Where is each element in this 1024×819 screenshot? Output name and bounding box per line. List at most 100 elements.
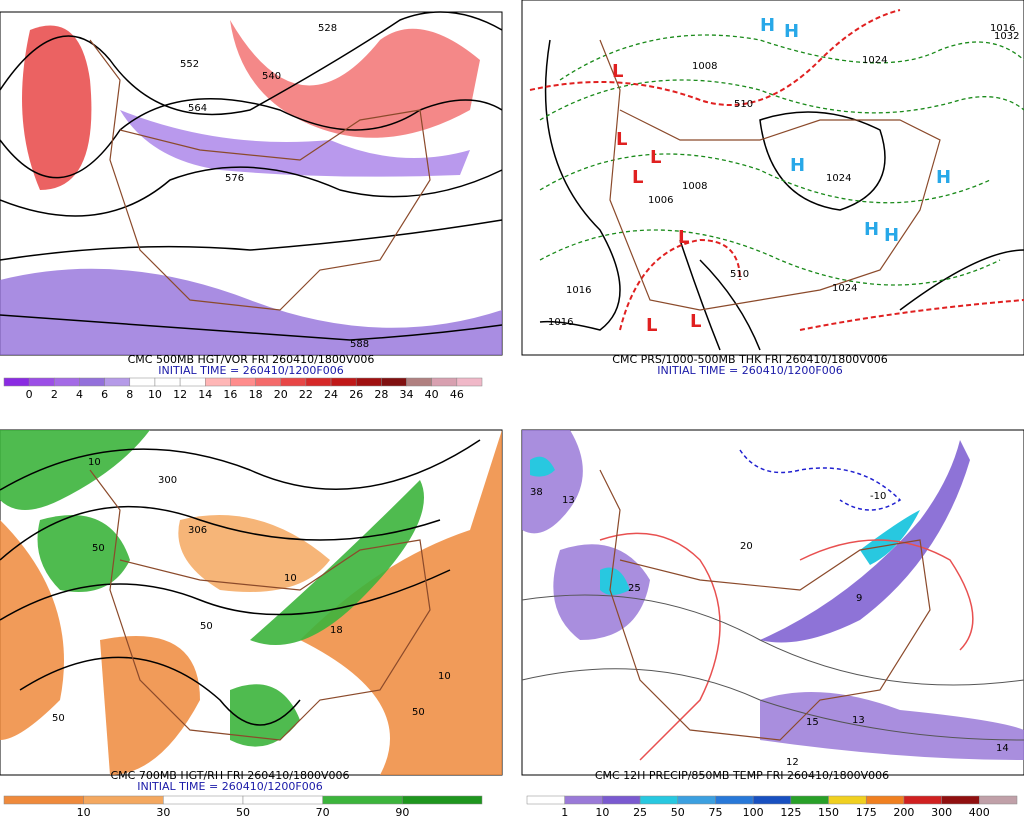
- contour-label: -10: [870, 491, 886, 502]
- contour-label: 1016: [548, 317, 573, 328]
- legend-label: 70: [316, 806, 330, 819]
- contour-label: 510: [730, 269, 749, 280]
- contour-label: 20: [740, 541, 753, 552]
- low-symbol: L: [678, 227, 689, 248]
- legend-label: 150: [818, 806, 839, 819]
- legend-label: 8: [126, 388, 133, 401]
- legend-swatch: [865, 795, 905, 805]
- legend-label: 2: [51, 388, 58, 401]
- legend-label: 100: [743, 806, 764, 819]
- low-symbol: L: [650, 147, 661, 168]
- vorticity-area: [22, 25, 92, 190]
- contour-label: 18: [330, 625, 343, 636]
- legend-label: 18: [249, 388, 263, 401]
- contour: [19, 656, 301, 726]
- legend: 10 30 50 70 90: [3, 795, 483, 819]
- legend-label: 25: [633, 806, 647, 819]
- legend-swatch: [242, 795, 323, 805]
- legend-label: 46: [450, 388, 464, 401]
- map-frame: [521, 0, 1024, 356]
- legend-label: 12: [173, 388, 187, 401]
- precip-area: [760, 692, 1024, 760]
- precip-area: [522, 430, 583, 534]
- legend-swatch: [83, 795, 164, 805]
- legend-label: 10: [595, 806, 609, 819]
- contour-label: 1016: [990, 23, 1015, 34]
- contour-label: 552: [180, 59, 199, 70]
- legend-label: 0: [26, 388, 33, 401]
- legend-label: 1: [561, 806, 568, 819]
- panel-title: CMC 12H PRECIP/850MB TEMP FRI 260410/180…: [595, 769, 889, 782]
- borders: [599, 39, 941, 311]
- temperature-contour: [739, 449, 902, 511]
- vorticity-area: [230, 20, 480, 138]
- legend-swatch: [715, 795, 754, 805]
- contour-label: 1024: [862, 55, 887, 66]
- panel-title: CMC 700MB HGT/RH FRI 260410/1800V006: [110, 769, 349, 782]
- legend-swatch: [255, 377, 281, 387]
- contour-label: 588: [350, 339, 369, 350]
- contour-label: 10: [88, 457, 101, 468]
- contour-label: 9: [856, 593, 862, 604]
- contour: [539, 39, 621, 331]
- contour-label: 1016: [566, 285, 591, 296]
- contour: [0, 505, 441, 561]
- legend-label: 200: [893, 806, 914, 819]
- humidity-area: [230, 684, 300, 747]
- precip-area: [553, 544, 650, 640]
- legend-label: 175: [856, 806, 877, 819]
- panel-humidity: 300 306 10 50 50 10 50 10 50 18 CMC 700M…: [0, 429, 503, 819]
- thickness-contour: [529, 9, 901, 106]
- legend-swatch: [205, 377, 231, 387]
- legend-label: 125: [780, 806, 801, 819]
- high-symbol: H: [790, 155, 805, 176]
- legend-label: 10: [77, 806, 91, 819]
- contour-label: 50: [92, 543, 105, 554]
- legend-swatch: [526, 795, 565, 805]
- panel-precip: 38 13 -10 25 15 13 12 14 9 20 CMC 12H PR…: [521, 429, 1024, 819]
- legend-label: 20: [274, 388, 288, 401]
- legend: 1 10 25 50 75 100 125 150 175 200 300 400: [526, 795, 1018, 819]
- temperature-contour: [521, 594, 1024, 741]
- thickness-contour: [559, 34, 1024, 81]
- humidity-area: [300, 430, 502, 775]
- contour: [0, 439, 481, 491]
- contour: [679, 239, 761, 351]
- legend-label: 34: [400, 388, 414, 401]
- contour-label: 576: [225, 173, 244, 184]
- thickness-contour: [539, 153, 991, 204]
- panel-subtitle: INITIAL TIME = 260410/1200F006: [657, 364, 842, 377]
- legend-swatch: [602, 795, 641, 805]
- legend-swatch: [979, 795, 1018, 805]
- legend-swatch: [381, 377, 407, 387]
- legend-label: 75: [708, 806, 722, 819]
- contour-label: 14: [996, 743, 1009, 754]
- legend-label: 6: [101, 388, 108, 401]
- legend-label: 4: [76, 388, 83, 401]
- contour: [0, 569, 451, 621]
- contour-label: 10: [284, 573, 297, 584]
- vorticity-area: [120, 110, 470, 177]
- legend-swatch: [3, 377, 30, 387]
- vorticity-area: [0, 268, 502, 355]
- legend-swatch: [639, 795, 679, 805]
- contour: [0, 98, 503, 179]
- contour-label: 38: [530, 487, 543, 498]
- legend-swatch: [431, 377, 458, 387]
- legend-swatch: [305, 377, 332, 387]
- borders: [89, 469, 431, 741]
- legend-swatch: [941, 795, 980, 805]
- high-symbol: H: [784, 21, 799, 42]
- borders: [599, 469, 931, 741]
- contour-label: 13: [852, 715, 865, 726]
- high-symbol: H: [760, 15, 775, 36]
- borders: [89, 39, 431, 311]
- legend-swatch: [280, 377, 307, 387]
- legend-swatch: [3, 795, 84, 805]
- contour-label: 10: [438, 671, 451, 682]
- humidity-area: [250, 480, 424, 645]
- contour: [0, 314, 503, 341]
- legend-swatch: [179, 377, 206, 387]
- contour-label: 540: [262, 71, 281, 82]
- contour-label: 50: [412, 707, 425, 718]
